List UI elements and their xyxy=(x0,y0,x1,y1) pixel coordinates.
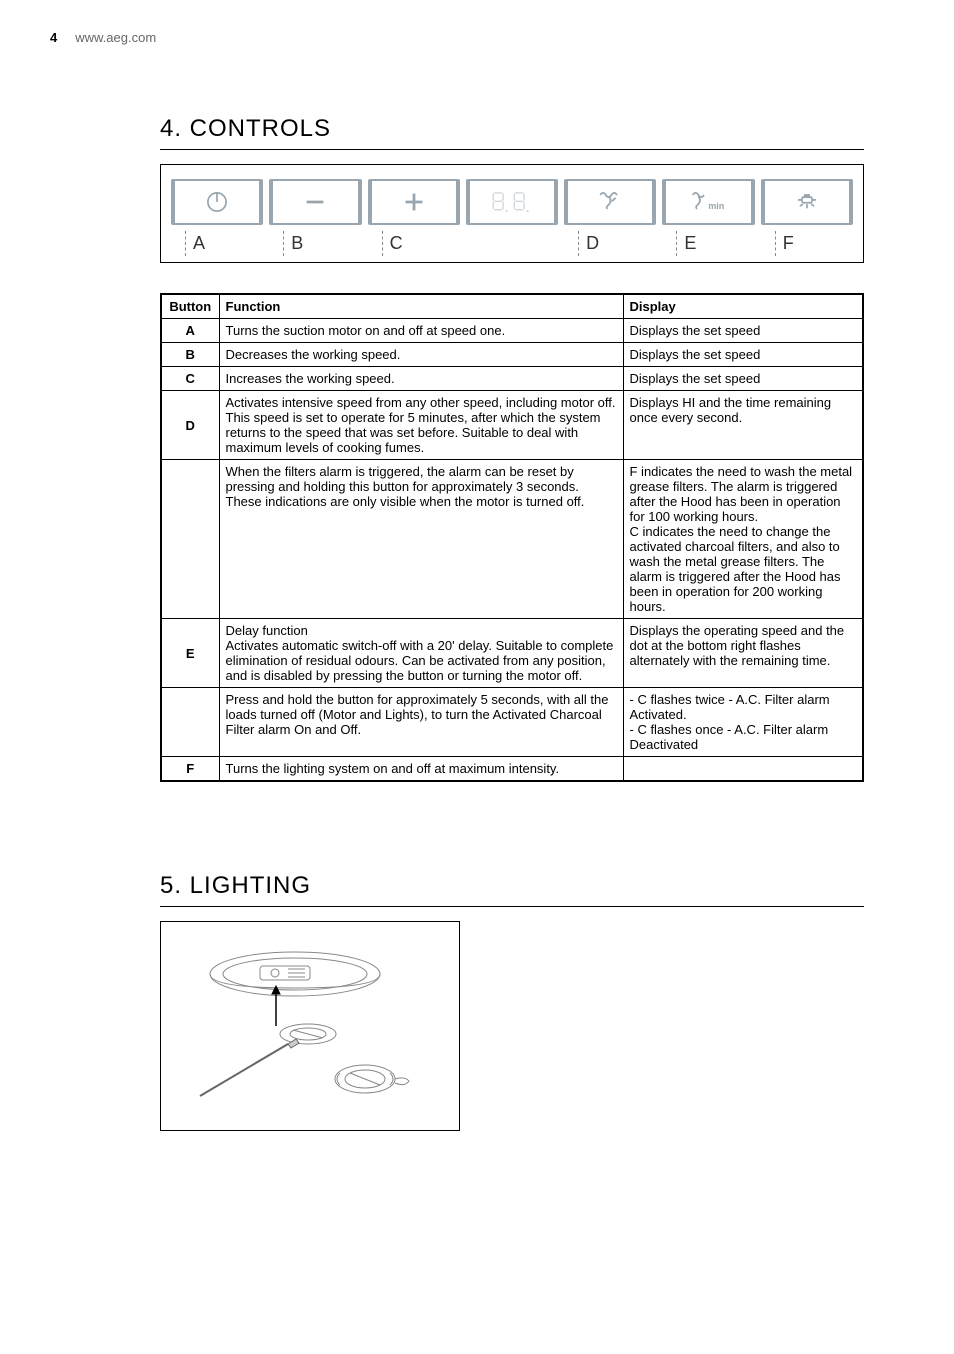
table-row: ATurns the suction motor on and off at s… xyxy=(161,319,863,343)
cell-button: D xyxy=(161,391,219,460)
page-url: www.aeg.com xyxy=(75,30,156,45)
label-b: B xyxy=(269,233,361,254)
label-a: A xyxy=(171,233,263,254)
cell-display xyxy=(623,757,863,782)
lighting-heading: 5. LIGHTING xyxy=(160,872,864,907)
table-row: Press and hold the button for approximat… xyxy=(161,688,863,757)
cell-function: Turns the suction motor on and off at sp… xyxy=(219,319,623,343)
cell-button: F xyxy=(161,757,219,782)
cell-display: Displays the set speed xyxy=(623,319,863,343)
controls-buttons-row: min xyxy=(171,179,853,225)
table-row: CIncreases the working speed.Displays th… xyxy=(161,367,863,391)
controls-panel: min A B xyxy=(160,164,864,263)
label-display xyxy=(466,233,558,254)
cell-display: Displays the set speed xyxy=(623,367,863,391)
power-icon xyxy=(203,188,231,216)
cell-button: A xyxy=(161,319,219,343)
cell-button xyxy=(161,688,219,757)
function-table: Button Function Display ATurns the sucti… xyxy=(160,293,864,782)
cell-display: Displays HI and the time remaining once … xyxy=(623,391,863,460)
cell-function: Press and hold the button for approximat… xyxy=(219,688,623,757)
cell-function: When the filters alarm is triggered, the… xyxy=(219,460,623,619)
plus-button[interactable] xyxy=(368,179,460,225)
delay-button[interactable]: min xyxy=(662,179,754,225)
cell-display: F indicates the need to wash the metal g… xyxy=(623,460,863,619)
cell-function: Delay function Activates automatic switc… xyxy=(219,619,623,688)
display-panel xyxy=(466,179,558,225)
cell-button xyxy=(161,460,219,619)
label-c: C xyxy=(368,233,460,254)
cell-button: E xyxy=(161,619,219,688)
minus-icon xyxy=(301,188,329,216)
table-header-row: Button Function Display xyxy=(161,294,863,319)
table-row: When the filters alarm is triggered, the… xyxy=(161,460,863,619)
cell-function: Activates intensive speed from any other… xyxy=(219,391,623,460)
minus-button[interactable] xyxy=(269,179,361,225)
intensive-icon xyxy=(596,188,624,216)
cell-function: Increases the working speed. xyxy=(219,367,623,391)
cell-display: - C flashes twice - A.C. Filter alarm Ac… xyxy=(623,688,863,757)
controls-labels-row: A B C D E F xyxy=(171,233,853,254)
table-row: FTurns the lighting system on and off at… xyxy=(161,757,863,782)
th-display: Display xyxy=(623,294,863,319)
table-row: BDecreases the working speed.Displays th… xyxy=(161,343,863,367)
table-row: DActivates intensive speed from any othe… xyxy=(161,391,863,460)
th-button: Button xyxy=(161,294,219,319)
lighting-diagram xyxy=(180,936,440,1116)
light-button[interactable] xyxy=(761,179,853,225)
controls-heading: 4. CONTROLS xyxy=(160,115,864,150)
label-f: F xyxy=(761,233,853,254)
svg-text:min: min xyxy=(709,201,725,211)
delay-icon: min xyxy=(690,188,726,216)
lighting-figure xyxy=(160,921,460,1131)
label-d: D xyxy=(564,233,656,254)
light-icon xyxy=(793,188,821,216)
power-button[interactable] xyxy=(171,179,263,225)
cell-function: Turns the lighting system on and off at … xyxy=(219,757,623,782)
cell-display: Displays the set speed xyxy=(623,343,863,367)
seven-seg-display xyxy=(487,188,536,216)
cell-button: B xyxy=(161,343,219,367)
plus-icon xyxy=(400,188,428,216)
table-row: EDelay function Activates automatic swit… xyxy=(161,619,863,688)
page-header: 4 www.aeg.com xyxy=(50,30,904,45)
cell-button: C xyxy=(161,367,219,391)
intensive-button[interactable] xyxy=(564,179,656,225)
cell-function: Decreases the working speed. xyxy=(219,343,623,367)
cell-display: Displays the operating speed and the dot… xyxy=(623,619,863,688)
th-function: Function xyxy=(219,294,623,319)
label-e: E xyxy=(662,233,754,254)
page-number: 4 xyxy=(50,30,57,45)
